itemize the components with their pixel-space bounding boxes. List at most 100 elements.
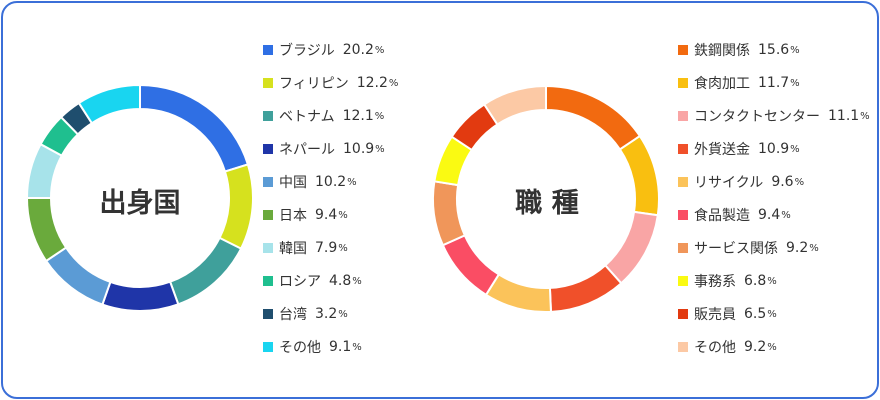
legend-unit: % — [352, 275, 362, 287]
legend-unit: % — [374, 110, 385, 122]
legend-value: 7.9 — [315, 240, 338, 256]
legend-swatch — [678, 78, 688, 88]
legend-value: 10.2 — [315, 174, 347, 190]
legend-label: リサイクル — [694, 175, 764, 191]
legend-item: ブラジル 20.2% — [263, 40, 384, 60]
legend-unit: % — [352, 341, 362, 353]
legend-value: 9.1 — [329, 339, 352, 355]
legend-label: サービス関係 — [694, 241, 778, 257]
legend-unit: % — [767, 341, 777, 353]
legend-swatch — [263, 210, 273, 220]
legend-swatch — [678, 177, 688, 187]
legend-label: 外貨送金 — [694, 142, 750, 158]
legend-swatch — [263, 78, 273, 88]
legend-value: 6.5 — [744, 306, 767, 322]
legend-item: 食品製造 9.4% — [678, 205, 791, 225]
donut-slice-0-3 — [101, 280, 180, 312]
donut-slice-1-9 — [482, 84, 547, 126]
legend-unit: % — [790, 77, 800, 89]
legend-value: 3.2 — [315, 306, 338, 322]
legend-value: 9.6 — [771, 174, 794, 190]
legend-swatch — [678, 342, 688, 352]
legend-swatch — [263, 45, 273, 55]
legend-item: 販売員 6.5% — [678, 304, 777, 324]
legend-value: 12.2 — [356, 75, 388, 91]
donut-slice-0-2 — [168, 236, 243, 306]
legend-unit: % — [790, 44, 800, 56]
donut-slice-0-4 — [44, 246, 112, 306]
legend-label: ロシア — [279, 274, 321, 290]
donut-slice-0-0 — [139, 83, 250, 173]
legend-swatch — [263, 177, 273, 187]
legend-value: 10.9 — [343, 141, 375, 157]
legend-item: コンタクトセンター 11.1% — [678, 106, 870, 126]
legend-unit: % — [374, 44, 385, 56]
legend-swatch — [678, 243, 688, 253]
legend-item: 外貨送金 10.9% — [678, 139, 800, 159]
legend-swatch — [263, 276, 273, 286]
legend-unit: % — [767, 275, 777, 287]
legend-swatch — [678, 111, 688, 121]
legend-item: その他 9.1% — [263, 337, 362, 357]
legend-item: リサイクル 9.6% — [678, 172, 804, 192]
legend-value: 11.7 — [758, 75, 790, 91]
legend-value: 9.2 — [786, 240, 809, 256]
donut-occupation — [432, 84, 660, 313]
legend-item: ネパール 10.9% — [263, 139, 385, 159]
legend-label: 鉄鋼関係 — [694, 43, 750, 59]
legend-label: ネパール — [279, 142, 335, 158]
legend-label: その他 — [279, 340, 321, 356]
legend-value: 6.8 — [744, 273, 767, 289]
legend-label: 台湾 — [279, 307, 307, 323]
legend-item: フィリピン 12.2% — [263, 73, 398, 93]
legend-swatch — [263, 243, 273, 253]
donut-slice-1-5 — [441, 234, 501, 297]
legend-unit: % — [347, 176, 357, 188]
legend-unit: % — [338, 242, 348, 254]
legend-item: ロシア 4.8% — [263, 271, 362, 291]
legend-unit: % — [794, 176, 805, 188]
legend-unit: % — [781, 209, 791, 221]
legend-value: 4.8 — [329, 273, 352, 289]
legend-label: 食品製造 — [694, 208, 750, 224]
legend-swatch — [678, 276, 688, 286]
legend-item: 事務系 6.8% — [678, 271, 777, 291]
legend-swatch — [263, 309, 273, 319]
legend-label: フィリピン — [279, 76, 349, 92]
chart-title-occupation: 職 種 — [515, 188, 579, 219]
legend-value: 11.1 — [828, 108, 860, 124]
legend-swatch — [678, 45, 688, 55]
legend-item: 鉄鋼関係 15.6% — [678, 40, 800, 60]
legend-item: 韓国 7.9% — [263, 238, 348, 258]
legend-item: サービス関係 9.2% — [678, 238, 819, 258]
legend-unit: % — [375, 143, 385, 155]
legend-item: ベトナム 12.1% — [263, 106, 384, 126]
legend-value: 9.4 — [315, 207, 338, 223]
legend-label: 韓国 — [279, 241, 307, 257]
legend-item: 台湾 3.2% — [263, 304, 348, 324]
legend-label: ベトナム — [279, 109, 335, 125]
legend-unit: % — [767, 308, 777, 320]
donut-slice-1-2 — [603, 210, 659, 285]
legend-label: ブラジル — [279, 43, 335, 59]
legend-unit: % — [338, 209, 348, 221]
legend-swatch — [263, 144, 273, 154]
legend-item: 中国 10.2% — [263, 172, 357, 192]
legend-unit: % — [388, 77, 399, 89]
legend-label: コンタクトセンター — [694, 109, 820, 125]
legend-label: その他 — [694, 340, 736, 356]
chart-title-origin-country: 出身国 — [99, 188, 181, 219]
legend-swatch — [678, 309, 688, 319]
legend-swatch — [678, 144, 688, 154]
legend-value: 12.1 — [342, 108, 374, 124]
legend-label: 事務系 — [694, 274, 736, 290]
legend-swatch — [263, 111, 273, 121]
legend-swatch — [263, 342, 273, 352]
legend-label: 食肉加工 — [694, 76, 750, 92]
legend-item: 日本 9.4% — [263, 205, 348, 225]
legend-unit: % — [338, 308, 348, 320]
legend-value: 9.2 — [744, 339, 767, 355]
legend-unit: % — [809, 242, 819, 254]
legend-value: 10.9 — [758, 141, 790, 157]
